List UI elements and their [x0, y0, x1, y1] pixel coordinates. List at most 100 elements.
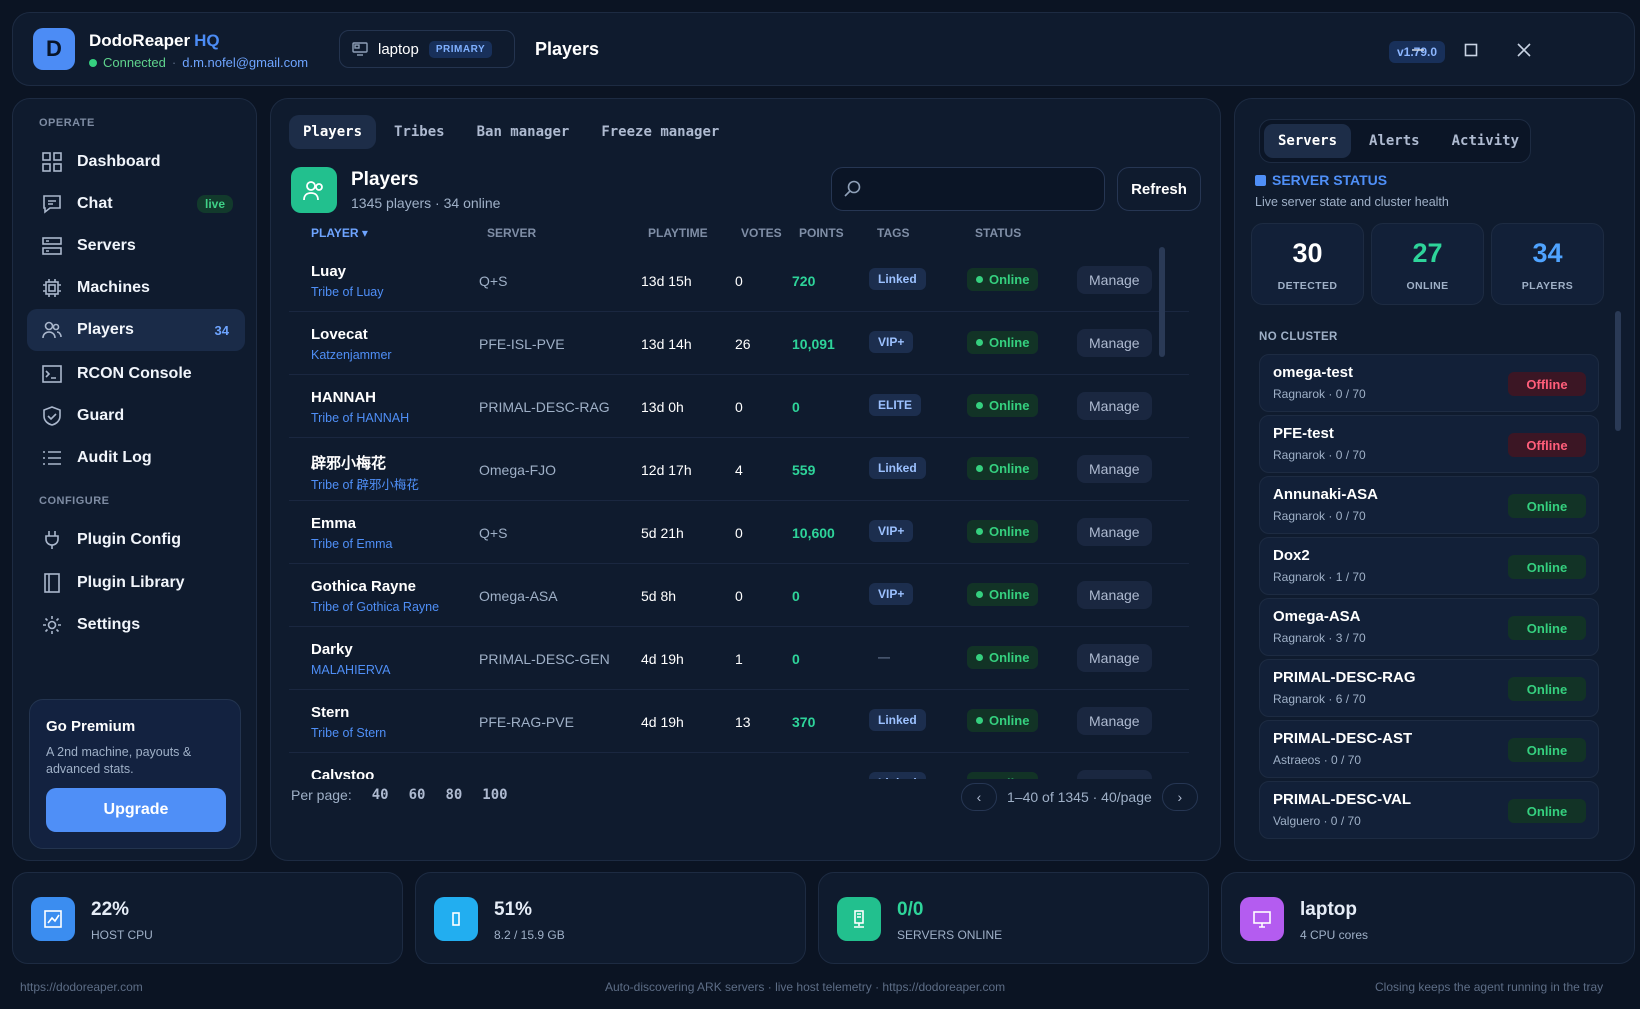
tribe-name[interactable]: Katzenjammer — [311, 348, 392, 362]
col-status[interactable]: STATUS — [975, 226, 1022, 240]
tab-servers[interactable]: Servers — [1264, 124, 1352, 158]
sidebar-item-label: Machines — [77, 279, 150, 296]
table-row[interactable]: Emma Tribe of Emma Q+S 5d 21h 0 10,600 VIP+ Onl… — [289, 501, 1189, 564]
server-status-subtitle: Live server state and cluster health — [1255, 195, 1449, 209]
live-badge: live — [196, 195, 233, 213]
sidebar-item-chat[interactable]: Chat live — [27, 183, 245, 225]
server-list-scrollbar[interactable] — [1615, 311, 1621, 431]
manage-button[interactable]: Manage — [1077, 707, 1152, 735]
refresh-button[interactable]: Refresh — [1117, 167, 1201, 211]
search-input[interactable] — [870, 181, 1090, 197]
stat-label: ONLINE — [1406, 280, 1449, 292]
col-tags[interactable]: TAGS — [877, 226, 910, 240]
sidebar-item-guard[interactable]: Guard — [27, 395, 245, 437]
tab-players[interactable]: Players — [289, 115, 377, 149]
manage-button[interactable]: Manage — [1077, 581, 1152, 609]
status-badge: Online — [967, 709, 1039, 732]
col-points[interactable]: POINTS — [799, 226, 844, 240]
sidebar-item-machines[interactable]: Machines — [27, 267, 245, 309]
upgrade-button[interactable]: Upgrade — [46, 788, 226, 832]
servers-online-label: SERVERS ONLINE — [897, 928, 1003, 942]
sidebar-item-servers[interactable]: Servers — [27, 225, 245, 267]
manage-button[interactable]: Manage — [1077, 644, 1152, 672]
server-cell: PRIMAL-DESC-RAG — [479, 777, 610, 779]
table-row[interactable]: 辟邪小梅花 Tribe of 辟邪小梅花 Omega-FJO 12d 17h 4 559 L… — [289, 438, 1189, 501]
manage-button[interactable]: Manage — [1077, 770, 1152, 779]
per-page-option[interactable]: 60 — [408, 787, 426, 803]
status-text: Online — [989, 650, 1030, 665]
sidebar-item-plugin-library[interactable]: Plugin Library — [27, 562, 245, 604]
tab-freeze-manager[interactable]: Freeze manager — [601, 124, 720, 140]
server-card[interactable]: PRIMAL-DESC-VAL Valguero · 0 / 70 Online — [1259, 781, 1599, 839]
app-title: DodoReaper — [89, 31, 191, 50]
tribe-name[interactable]: Tribe of Luay — [311, 285, 384, 299]
maximize-button[interactable] — [1456, 35, 1486, 65]
table-row[interactable]: HANNAH Tribe of HANNAH PRIMAL-DESC-RAG 13d … — [289, 375, 1189, 438]
table-row[interactable]: Gothica Rayne Tribe of Gothica Rayne Omega… — [289, 564, 1189, 627]
stat-online: 27 ONLINE — [1371, 223, 1484, 305]
server-card[interactable]: Dox2 Ragnarok · 1 / 70 Online — [1259, 537, 1599, 595]
server-card[interactable]: omega-test Ragnarok · 0 / 70 Offline — [1259, 354, 1599, 412]
connection-status: Connected · d.m.nofel@gmail.com — [89, 55, 308, 70]
close-icon — [1517, 43, 1531, 57]
points-cell: 0 — [792, 588, 800, 604]
server-card[interactable]: PFE-test Ragnarok · 0 / 70 Offline — [1259, 415, 1599, 473]
table-row[interactable]: Lovecat Katzenjammer PFE-ISL-PVE 13d 14h 26 1… — [289, 312, 1189, 375]
manage-button[interactable]: Manage — [1077, 455, 1152, 483]
tribe-name[interactable]: Tribe of Stern — [311, 726, 387, 740]
next-page-button[interactable]: › — [1161, 783, 1198, 811]
server-tower-icon — [837, 897, 881, 941]
server-cell: Omega-ASA — [479, 588, 558, 604]
tab-tribes[interactable]: Tribes — [394, 124, 445, 140]
sidebar-item-players[interactable]: Players 34 — [27, 309, 245, 351]
table-scrollbar[interactable] — [1159, 247, 1165, 357]
sidebar-item-dashboard[interactable]: Dashboard — [27, 141, 245, 183]
col-server[interactable]: SERVER — [487, 226, 537, 240]
stat-value: 30 — [1292, 238, 1323, 268]
sidebar-item-plugin-config[interactable]: Plugin Config — [27, 519, 245, 561]
server-card[interactable]: PRIMAL-DESC-RAG Ragnarok · 6 / 70 Online — [1259, 659, 1599, 717]
prev-page-button[interactable]: ‹ — [961, 783, 997, 811]
manage-button[interactable]: Manage — [1077, 392, 1152, 420]
tribe-name[interactable]: Tribe of Emma — [311, 537, 393, 551]
table-row[interactable]: Darky MALAHIERVA PRIMAL-DESC-GEN 4d 19h 1 0 — O… — [289, 627, 1189, 690]
search-box[interactable] — [831, 167, 1105, 211]
col-votes[interactable]: VOTES — [741, 226, 782, 240]
tribe-name[interactable]: Tribe of HANNAH — [311, 411, 410, 425]
per-page-option[interactable]: 40 — [371, 787, 389, 803]
page-title: Players — [535, 39, 600, 59]
votes-cell: 0 — [735, 273, 743, 289]
tab-alerts[interactable]: Alerts — [1369, 133, 1420, 149]
manage-button[interactable]: Manage — [1077, 518, 1152, 546]
manage-button[interactable]: Manage — [1077, 329, 1152, 357]
sidebar-item-label: Plugin Library — [77, 574, 185, 591]
per-page-option[interactable]: 100 — [482, 787, 508, 803]
table-row[interactable]: Calvstoo PRIMAL-DESC-RAG 4d 18h 0 0 Linked Onl… — [289, 753, 1189, 779]
sidebar-item-settings[interactable]: Settings — [27, 604, 245, 646]
sidebar-item-audit-log[interactable]: Audit Log — [27, 437, 245, 479]
minimize-button[interactable] — [1403, 35, 1433, 65]
server-card[interactable]: Omega-ASA Ragnarok · 3 / 70 Online — [1259, 598, 1599, 656]
server-meta: Ragnarok · 0 / 70 — [1273, 509, 1366, 523]
chart-icon — [31, 897, 75, 941]
col-playtime[interactable]: PLAYTIME — [648, 226, 708, 240]
server-status-title: SERVER STATUS — [1255, 172, 1387, 188]
manage-button[interactable]: Manage — [1077, 266, 1152, 294]
tribe-name[interactable]: Tribe of Gothica Rayne — [311, 600, 440, 614]
col-player[interactable]: PLAYER ▾ — [311, 226, 368, 240]
per-page-option[interactable]: 80 — [445, 787, 463, 803]
server-card[interactable]: PRIMAL-DESC-AST Astraeos · 0 / 70 Online — [1259, 720, 1599, 778]
tab-ban-manager[interactable]: Ban manager — [476, 124, 570, 140]
tab-activity[interactable]: Activity — [1451, 133, 1520, 149]
tribe-name[interactable]: Tribe of 辟邪小梅花 — [311, 478, 419, 492]
status-badge: Online — [967, 646, 1039, 669]
table-row[interactable]: Stern Tribe of Stern PFE-RAG-PVE 4d 19h 13 37… — [289, 690, 1189, 753]
table-row[interactable]: Luay Tribe of Luay Q+S 13d 15h 0 720 Linked Onl… — [289, 249, 1189, 312]
tribe-name[interactable]: MALAHIERVA — [311, 663, 391, 677]
server-card[interactable]: Annunaki-ASA Ragnarok · 0 / 70 Online — [1259, 476, 1599, 534]
sidebar-item-rcon-console[interactable]: RCON Console — [27, 353, 245, 395]
machine-selector[interactable]: laptop PRIMARY — [339, 30, 515, 68]
close-button[interactable] — [1509, 35, 1539, 65]
footer-link[interactable]: https://dodoreaper.com — [20, 980, 143, 994]
users-icon — [41, 319, 63, 341]
